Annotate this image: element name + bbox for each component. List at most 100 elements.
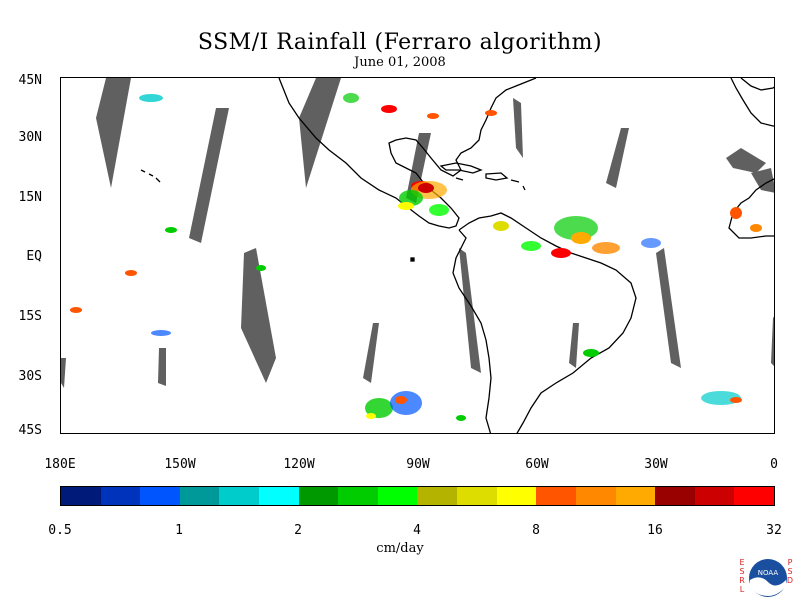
svg-text:NOAA: NOAA (758, 569, 779, 577)
rain-patch (730, 207, 742, 219)
rain-patch (456, 415, 466, 421)
colorbar-swatch (575, 487, 616, 505)
colorbar-tick-label: 2 (294, 523, 302, 538)
lon-label-60w: 60W (525, 457, 549, 472)
rain-patch (429, 204, 449, 216)
rain-patch (493, 221, 509, 231)
colorbar-swatch (61, 487, 101, 505)
colorbar-swatch (259, 487, 299, 505)
coastlines (140, 78, 774, 433)
rain-patch (151, 330, 171, 336)
rain-patch (485, 110, 497, 116)
colorbar-tick-label: 1 (175, 523, 183, 538)
colorbar-tick-label: 8 (532, 523, 540, 538)
lat-label-30s: 30S (18, 369, 42, 384)
swath-gaps (61, 78, 774, 388)
logo-letters-right: P S D (786, 558, 794, 585)
rain-patch (381, 105, 397, 113)
rain-patch (395, 396, 407, 404)
colorbar-swatch (417, 487, 458, 505)
colorbar-swatch (496, 487, 537, 505)
swath-gap (751, 168, 774, 193)
chart-date: June 01, 2008 (354, 55, 446, 70)
map-canvas (61, 78, 774, 433)
lon-label-30w: 30W (644, 457, 668, 472)
lat-label-eq: EQ (26, 249, 42, 264)
coastline-cuba (439, 162, 483, 174)
lon-label-90w: 90W (406, 457, 430, 472)
swath-gap (363, 323, 379, 383)
coastline-iberia (740, 78, 774, 91)
coastline-caribbean-islands (455, 177, 526, 191)
swath-gap (513, 98, 523, 158)
lon-label-120w: 120W (283, 457, 315, 472)
colorbar (60, 486, 775, 506)
lat-label-15s: 15S (18, 309, 42, 324)
colorbar-tick-label: 4 (413, 523, 421, 538)
swath-gap (569, 323, 579, 368)
coastline-galapagos (410, 257, 415, 262)
esrl-psd-logo: E S R L NOAA P S D (738, 558, 798, 598)
chart-title: SSM/I Rainfall (Ferraro algorithm) (197, 30, 603, 55)
colorbar-swatch (734, 487, 774, 505)
rain-patch (427, 113, 439, 119)
noaa-logo-icon: NOAA (749, 559, 787, 597)
coastline-south-america (452, 212, 637, 433)
swath-gap (771, 316, 774, 366)
lat-label-15n: 15N (18, 190, 42, 205)
swath-gap (656, 248, 681, 368)
lon-label-180e: 180E (44, 457, 76, 472)
rain-patch (390, 391, 422, 415)
colorbar-swatch (655, 487, 695, 505)
rainfall-map (60, 77, 775, 434)
colorbar-swatch (179, 487, 220, 505)
swath-gap (241, 248, 276, 383)
rain-patch (125, 270, 137, 276)
rain-patch (366, 413, 376, 419)
rain-patch (583, 349, 599, 357)
lat-label-45n: 45N (18, 73, 42, 88)
colorbar-swatch (219, 487, 260, 505)
rain-patch (139, 94, 163, 102)
colorbar-swatch (536, 487, 576, 505)
colorbar-swatch (100, 487, 141, 505)
rain-patch (592, 242, 620, 254)
colorbar-swatch (615, 487, 656, 505)
swath-gap (459, 248, 481, 373)
lat-label-45s: 45S (18, 423, 42, 438)
coastline-north-america (278, 78, 537, 229)
rain-patch (750, 224, 762, 232)
colorbar-units: cm/day (376, 541, 424, 556)
rain-patch (70, 307, 82, 313)
colorbar-tick-label: 32 (766, 523, 782, 538)
rain-patch (365, 398, 393, 418)
coastline-hispaniola (485, 172, 509, 181)
rain-patch (165, 227, 177, 233)
rain-patch (256, 265, 266, 271)
coastline-hawaii (140, 169, 161, 183)
rain-patch (551, 248, 571, 258)
logo-letters-left: E S R L (739, 558, 745, 594)
rain-patch (399, 190, 423, 206)
rain-patch (730, 397, 742, 403)
swath-gap (606, 128, 629, 188)
colorbar-swatch (694, 487, 735, 505)
rain-patch (398, 202, 414, 210)
colorbar-swatch (140, 487, 180, 505)
swath-gap (189, 108, 229, 243)
swath-gap (96, 78, 131, 188)
lat-label-30n: 30N (18, 130, 42, 145)
swath-gap (158, 348, 166, 386)
rain-patch (418, 183, 434, 193)
colorbar-swatch (377, 487, 418, 505)
lon-label-150w: 150W (164, 457, 196, 472)
rain-patch (521, 241, 541, 251)
rain-patch (571, 232, 591, 244)
colorbar-tick-label: 16 (647, 523, 663, 538)
colorbar-swatch (457, 487, 497, 505)
rain-patch (343, 93, 359, 103)
swath-gap (726, 148, 766, 173)
rain-patch (641, 238, 661, 248)
swath-gap (299, 78, 341, 188)
colorbar-tick-label: 0.5 (48, 523, 72, 538)
